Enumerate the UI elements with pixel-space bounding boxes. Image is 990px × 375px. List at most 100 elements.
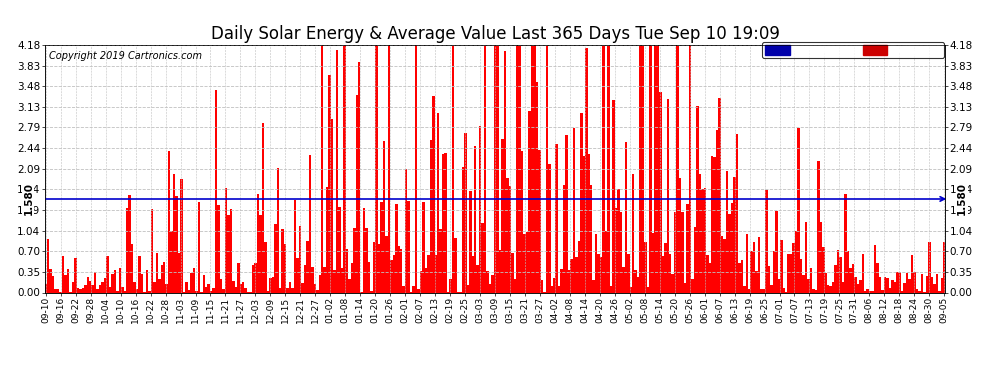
Bar [223,290,225,292]
Bar [568,270,570,292]
Bar [711,156,714,292]
Bar [119,268,121,292]
Bar [780,240,782,292]
Bar [299,226,301,292]
Bar [904,283,906,292]
Bar [753,242,755,292]
Bar [116,291,119,292]
Bar [435,255,437,292]
Bar [383,141,385,292]
Bar [71,282,74,292]
Bar [630,287,632,292]
Bar [827,285,830,292]
Bar [519,45,521,292]
Bar [734,177,736,292]
Bar [846,251,849,292]
Bar [139,256,141,292]
Bar [558,286,560,292]
Bar [146,270,148,292]
Bar [400,249,403,292]
Bar [74,258,76,292]
Bar [807,279,810,292]
Bar [516,45,519,292]
Bar [375,45,378,292]
Bar [772,251,775,292]
Bar [820,222,822,292]
Legend: Average  ($), Daily  ($): Average ($), Daily ($) [762,42,943,58]
Bar [271,277,274,292]
Bar [592,280,595,292]
Bar [637,276,640,292]
Bar [50,269,51,292]
Bar [659,92,661,292]
Bar [911,255,914,292]
Bar [844,194,846,292]
Bar [454,238,456,292]
Bar [437,113,440,292]
Bar [175,196,178,292]
Bar [651,232,654,292]
Bar [894,282,896,292]
Bar [758,237,760,292]
Bar [891,280,894,292]
Bar [56,290,59,292]
Bar [466,285,469,292]
Bar [777,279,780,292]
Bar [825,273,827,292]
Bar [661,256,664,292]
Bar [832,282,835,292]
Bar [864,291,866,292]
Bar [689,45,691,292]
Bar [489,284,491,292]
Bar [805,222,807,292]
Bar [484,45,486,292]
Bar [545,45,548,292]
Bar [607,45,610,292]
Bar [767,266,770,292]
Bar [837,250,840,292]
Bar [849,268,851,292]
Bar [632,174,635,292]
Bar [165,284,168,292]
Bar [741,260,743,292]
Bar [261,123,264,292]
Bar [86,277,89,292]
Bar [573,128,575,292]
Bar [563,185,565,292]
Bar [889,288,891,292]
Bar [795,231,797,292]
Bar [131,244,134,292]
Bar [254,263,256,292]
Bar [871,291,874,292]
Bar [203,275,205,292]
Bar [810,268,812,292]
Bar [306,242,309,292]
Bar [664,243,666,292]
Bar [321,45,324,292]
Bar [676,45,679,292]
Bar [729,214,731,292]
Bar [355,95,358,292]
Bar [440,229,442,292]
Bar [54,290,56,292]
Text: Copyright 2019 Cartronics.com: Copyright 2019 Cartronics.com [50,51,202,61]
Bar [420,272,422,292]
Bar [649,45,651,292]
Bar [625,142,627,292]
Bar [432,96,435,292]
Bar [350,263,353,292]
Bar [486,272,489,292]
Bar [269,278,271,292]
Bar [279,288,281,292]
Bar [190,273,193,292]
Bar [213,288,215,292]
Bar [481,223,484,292]
Bar [129,195,131,292]
Bar [704,189,706,292]
Bar [365,228,368,292]
Bar [101,282,104,292]
Bar [620,212,622,292]
Bar [353,228,355,292]
Bar [380,202,383,292]
Bar [644,242,646,292]
